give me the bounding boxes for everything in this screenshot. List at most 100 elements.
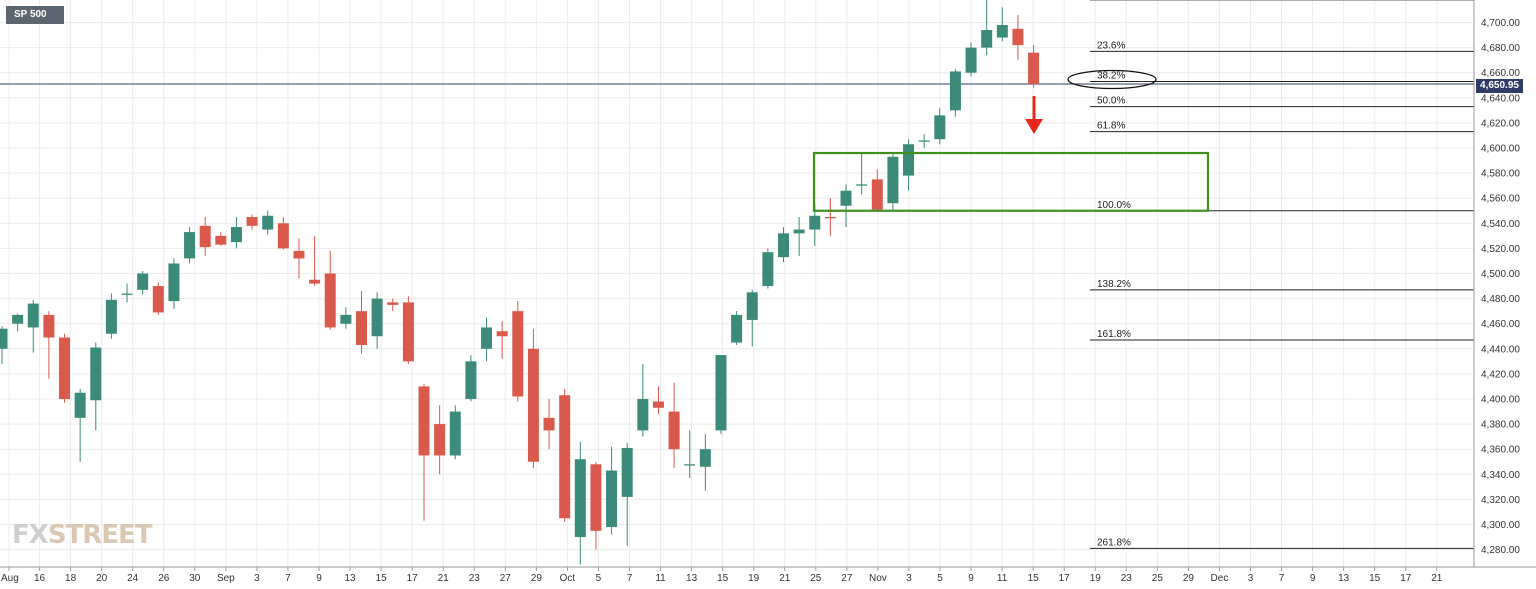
x-tick-label: 5 [937, 573, 943, 584]
x-tick-label: 23 [1121, 573, 1133, 584]
candle-up [965, 47, 977, 73]
x-tick-label: 13 [1338, 573, 1350, 584]
y-tick-label: 4,380.00 [1481, 420, 1520, 431]
candle-down [43, 314, 55, 338]
candle-up [715, 355, 727, 431]
fib-label: 138.2% [1097, 279, 1131, 290]
candle-down [418, 386, 430, 456]
y-tick-label: 4,560.00 [1481, 194, 1520, 205]
x-tick-label: 29 [1183, 573, 1195, 584]
logo-fx: FX [12, 520, 49, 550]
candle-up [340, 314, 352, 324]
candle-down [1012, 28, 1024, 46]
x-tick-label: 21 [779, 573, 791, 584]
candle-up [856, 184, 868, 186]
x-axis: Aug 16 18 20 24 26 30 Sep 3 7 9 13 15 17 21 23 27 29 Oct 5 7… [0, 566, 1536, 584]
candle-down [434, 424, 446, 456]
candle-down [512, 311, 524, 397]
candle-up [934, 115, 946, 140]
candle-down [543, 417, 555, 431]
candle-up [918, 140, 930, 142]
y-tick-label: 4,280.00 [1481, 545, 1520, 556]
x-tick-label: 3 [254, 573, 260, 584]
candle-up [262, 215, 274, 230]
candle-up [184, 232, 196, 259]
x-tick-label: 29 [531, 573, 543, 584]
x-tick-label: 27 [841, 573, 853, 584]
candle-down [277, 223, 289, 249]
candle-up [0, 328, 8, 349]
candle-up [840, 190, 852, 206]
candle-up [778, 233, 789, 258]
x-tick-label: 23 [469, 573, 481, 584]
candle-down [387, 302, 399, 305]
candle-down [824, 217, 836, 219]
candle-down [59, 337, 71, 399]
x-tick-label: 17 [407, 573, 419, 584]
candle-up [949, 71, 961, 111]
candle-down [246, 217, 258, 226]
x-tick-label: 7 [627, 573, 633, 584]
candle-up [90, 347, 102, 401]
x-tick-label: Dec [1211, 573, 1229, 584]
candle-down [668, 411, 680, 450]
grid [0, 0, 1474, 567]
support-zone-box [812, 151, 1210, 212]
candle-up [12, 314, 24, 324]
candle-up [699, 449, 711, 467]
candle-down [559, 395, 571, 519]
y-tick-label: 4,660.00 [1481, 68, 1520, 79]
y-tick-label: 4,440.00 [1481, 344, 1520, 355]
candle-up [137, 273, 149, 290]
candle-down [293, 250, 305, 259]
x-tick-label: Oct [560, 573, 576, 584]
y-tick-label: 4,460.00 [1481, 319, 1520, 330]
x-tick-label: 3 [906, 573, 912, 584]
y-tick-label: 4,640.00 [1481, 93, 1520, 104]
x-tick-label: Sep [217, 573, 235, 584]
fib-label: 161.8% [1097, 329, 1131, 340]
x-tick-label: 7 [285, 573, 291, 584]
y-tick-label: 4,340.00 [1481, 470, 1520, 481]
candle-down [355, 311, 367, 346]
fib-label: 50.0% [1097, 96, 1125, 107]
x-tick-label: 19 [748, 573, 760, 584]
x-tick-label: 9 [316, 573, 322, 584]
candle-down [652, 401, 664, 408]
x-tick-label: 7 [1279, 573, 1285, 584]
y-tick-label: 4,680.00 [1481, 43, 1520, 54]
candle-up [793, 229, 805, 234]
candle-up [105, 299, 117, 334]
x-tick-label: 27 [500, 573, 512, 584]
logo-street: STREET [47, 520, 153, 550]
candles [0, 0, 1040, 565]
fibonacci-levels: 0.0%23.6%38.2%50.0%61.8%100.0%138.2%161.… [1090, 0, 1474, 549]
candle-up [996, 25, 1008, 38]
candle-down [324, 273, 336, 328]
symbol-badge[interactable]: SP 500 [6, 6, 64, 24]
candle-up [903, 144, 915, 176]
x-tick-label: 13 [686, 573, 698, 584]
y-tick-label: 4,580.00 [1481, 169, 1520, 180]
candle-up [637, 399, 649, 431]
candle-up [684, 464, 696, 466]
down-arrow-head [1025, 119, 1043, 134]
fib-label: 61.8% [1097, 121, 1125, 132]
candle-up [168, 263, 180, 302]
x-tick-label: 15 [1028, 573, 1040, 584]
x-tick-label: 15 [1369, 573, 1381, 584]
candle-up [230, 227, 242, 243]
fxstreet-logo: FXSTREET [12, 520, 153, 550]
highlight-ellipse [1067, 69, 1157, 90]
candle-down [152, 286, 164, 313]
x-tick-label: 20 [96, 573, 108, 584]
y-axis: 4,280.00 4,300.00 4,320.00 4,340.00 4,360.00… [1473, 0, 1520, 567]
candle-up [762, 252, 774, 287]
x-tick-label: 17 [1059, 573, 1071, 584]
y-tick-label: 4,320.00 [1481, 495, 1520, 506]
x-tick-label: 26 [158, 573, 170, 584]
y-tick-label: 4,300.00 [1481, 520, 1520, 531]
x-tick-label: 15 [376, 573, 388, 584]
candle-up [449, 411, 461, 456]
